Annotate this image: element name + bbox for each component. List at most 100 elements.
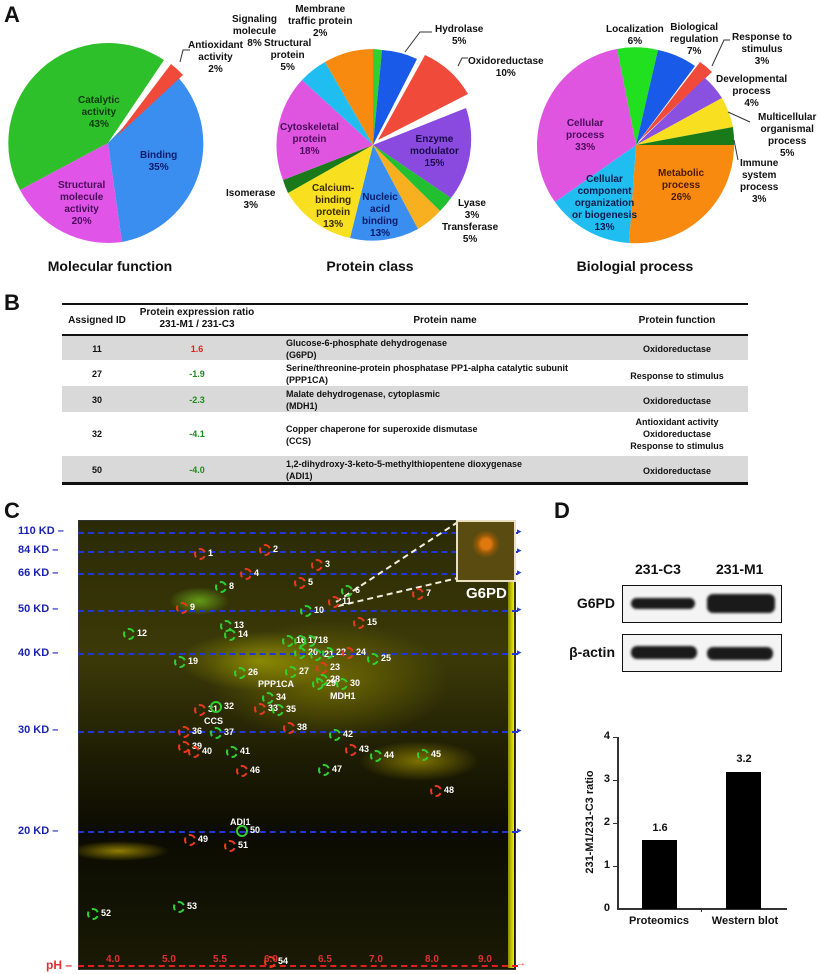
label-cytoskeletal: Cytoskeletal protein 18% <box>280 122 339 157</box>
gel-spot-number: 37 <box>224 727 235 737</box>
header-protein-function: Protein function <box>638 315 716 326</box>
gel-spot-number: 38 <box>297 722 308 732</box>
gel-spot-46 <box>236 765 248 777</box>
gel-spot-23 <box>316 662 328 674</box>
ph-axis-line <box>78 965 518 967</box>
gel-spot-number: 18 <box>318 635 329 645</box>
gel-spot-35 <box>272 704 284 716</box>
g6pd-inset-label: G6PD <box>466 585 507 602</box>
panel-label-a: A <box>4 2 20 27</box>
gel-spot-14 <box>224 629 236 641</box>
label-multicellular: Multicellular organismal process 5% <box>758 112 817 159</box>
label-cellular-component: Cellular component organization or biogenes… <box>572 174 638 233</box>
label-hydrolase: Hydrolase 5% <box>435 24 484 47</box>
gel-spot-number: 34 <box>276 692 287 702</box>
gel-spot-number: 9 <box>190 602 196 612</box>
label-immune: Immune system process 3% <box>740 158 779 205</box>
y-tick: 0 <box>603 902 610 914</box>
x-label-western-blot: Western blot <box>711 915 779 927</box>
gel-spot-number: 45 <box>431 749 442 759</box>
label-isomerase: Isomerase 3% <box>226 188 276 211</box>
y-tick: 1 <box>603 859 610 871</box>
gel-spot-42 <box>329 729 341 741</box>
pie-chart-protein-class: Signaling molecule 8% Membrane traffic prot… <box>226 0 544 290</box>
gel-spot-number: 52 <box>101 908 112 918</box>
gel-spot-12 <box>123 628 135 640</box>
bar-western-blot <box>726 772 761 909</box>
gel-spot-number: 49 <box>198 834 209 844</box>
gel-spot-number: 24 <box>356 647 367 657</box>
label-signaling: Signaling molecule 8% <box>232 14 277 49</box>
gel-spot-number: 28 <box>330 674 341 684</box>
cell-protein-name: Glucose-6-phosphate dehydrogenase (G6PD) <box>286 338 448 360</box>
gel-spot-34 <box>262 692 274 704</box>
gel-spot-33 <box>254 703 266 715</box>
label-lyase: Lyase 3% <box>458 198 486 221</box>
bar-proteomics <box>642 840 677 909</box>
label-enzyme-modulator: Enzyme modulator 15% <box>410 134 459 169</box>
gel-spot-number: 19 <box>188 656 199 666</box>
table-row <box>62 386 748 412</box>
gel-spot-22 <box>322 647 334 659</box>
gel-spot-52 <box>87 908 99 920</box>
cell-id: 50 <box>91 465 102 475</box>
gel-spot-1 <box>194 548 206 560</box>
gel-spot-43 <box>345 744 357 756</box>
gel-spot-number: 1 <box>208 548 214 558</box>
gel-spot-19 <box>174 656 186 668</box>
gel-spot-number: 26 <box>248 667 259 677</box>
mw-marker-50: 50 KD – <box>18 603 59 615</box>
gel-spot-number: 46 <box>250 765 261 775</box>
lane-label-231-m1: 231-M1 <box>716 561 764 577</box>
slice-catalytic <box>8 43 165 190</box>
ph-tick: 9.0 <box>478 954 492 965</box>
mw-marker-40: 40 KD – <box>18 647 59 659</box>
bar-value-proteomics: 1.6 <box>652 822 668 834</box>
mw-marker-110: 110 KD – <box>18 525 64 537</box>
bar-value-western-blot: 3.2 <box>736 753 752 765</box>
gel-spot-number: 50 <box>250 825 261 835</box>
gel-spot-number: 44 <box>384 750 395 760</box>
2d-gel-image <box>78 520 516 970</box>
gel-spot-45 <box>417 749 429 761</box>
gel-spot-6 <box>341 585 353 597</box>
label-antioxidant: Antioxidant activity 2% <box>188 40 243 75</box>
label-structural-protein: Structural protein 5% <box>264 38 312 73</box>
gel-spot-50 <box>236 825 248 837</box>
gel-spot-number: 14 <box>238 629 249 639</box>
cell-protein-name: Serine/threonine-protein phosphatase PP1… <box>286 363 569 385</box>
gel-spot-30 <box>336 678 348 690</box>
ph-tick: 6.5 <box>318 954 332 965</box>
gel-spot-number: 32 <box>224 701 235 711</box>
inset-connector-lines <box>335 521 459 607</box>
gene-label-ppp1ca: PPP1CA <box>258 679 295 689</box>
x-label-proteomics: Proteomics <box>629 915 689 927</box>
cell-function: Oxidoreductase <box>642 396 712 406</box>
gel-spot-41 <box>226 746 238 758</box>
label-cellular-process: Cellular process 33% <box>566 118 605 153</box>
cell-protein-name: 1,2-dihydroxy-3-keto-5-methylthiopentene… <box>286 459 523 481</box>
gel-spot-25 <box>367 653 379 665</box>
label-binding: Binding 35% <box>140 150 178 173</box>
gel-spot-29 <box>312 678 324 690</box>
slice-structural-molecule <box>20 143 122 243</box>
pie-title-biological-process: Biologial process <box>576 258 694 274</box>
gel-spot-number: 29 <box>326 678 337 688</box>
gel-spot-49 <box>184 834 196 846</box>
gel-spot-number: 53 <box>187 901 198 911</box>
row-label-g6pd: G6PD <box>576 595 615 611</box>
mw-marker-66: 66 KD – <box>18 567 59 579</box>
label-calcium-binding: Calcium-binding protein 13% <box>312 183 355 230</box>
gel-spot-53 <box>173 901 185 913</box>
g6pd-inset-zoom <box>456 520 516 582</box>
gel-spot-26 <box>234 667 246 679</box>
cell-protein-name: Malate dehydrogenase, cytoplasmic (MDH1) <box>286 389 441 411</box>
gel-spot-44 <box>370 750 382 762</box>
cell-id: 32 <box>91 429 102 439</box>
y-tick: 3 <box>603 773 610 785</box>
gel-spot-32 <box>210 701 222 713</box>
gel-spot-number: 48 <box>444 785 455 795</box>
ph-tick: 5.5 <box>213 954 227 965</box>
panel-label-d: D <box>554 498 570 523</box>
gel-spot-number: 41 <box>240 746 251 756</box>
